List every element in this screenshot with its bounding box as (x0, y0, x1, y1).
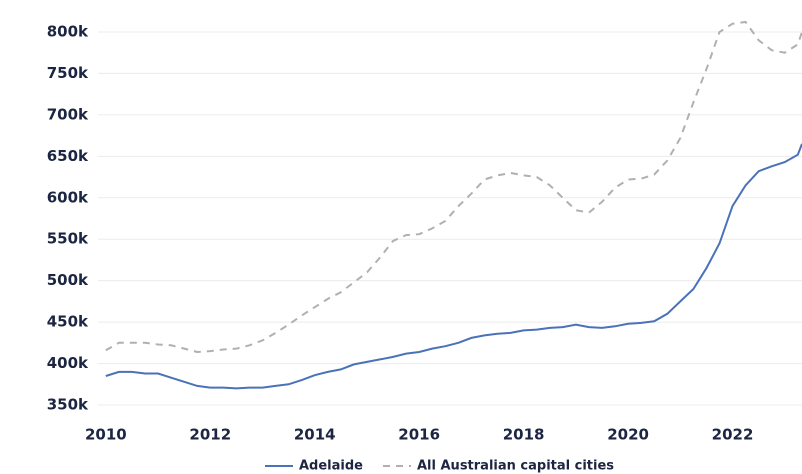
y-tick-label: 550k (47, 230, 89, 248)
x-tick-label: 2018 (503, 426, 545, 444)
line-series (105, 143, 802, 390)
y-tick-label: 500k (47, 271, 89, 289)
line-series (105, 20, 802, 354)
legend-label: All Australian capital cities (417, 459, 614, 474)
y-tick-label: 650k (47, 147, 89, 165)
y-tick-label: 600k (47, 188, 89, 206)
x-tick-label: 2020 (607, 426, 649, 444)
y-tick-label: 800k (47, 22, 89, 40)
y-tick-label: 350k (47, 396, 89, 414)
y-tick-label: 450k (47, 313, 89, 331)
y-tick-label: 700k (47, 105, 89, 123)
x-tick-label: 2022 (712, 426, 754, 444)
x-tick-label: 2014 (294, 426, 336, 444)
y-tick-label: 400k (47, 354, 89, 372)
y-tick-label: 750k (47, 64, 89, 82)
x-tick-label: 2012 (189, 426, 231, 444)
x-tick-label: 2016 (398, 426, 440, 444)
legend-label: Adelaide (299, 459, 363, 474)
x-tick-label: 2010 (85, 426, 127, 444)
